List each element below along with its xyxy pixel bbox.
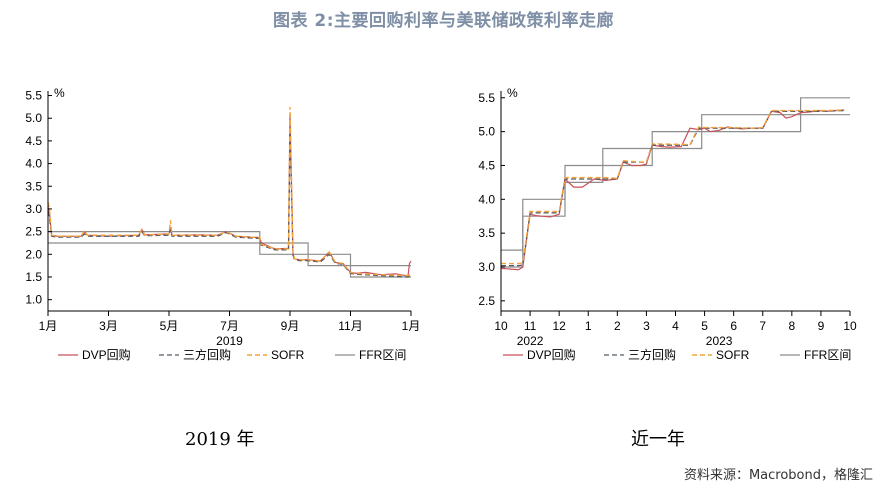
- page-title: 图表 2:主要回购利率与美联储政策利率走廊: [272, 11, 615, 31]
- y-tick-label: 1.5: [25, 270, 42, 284]
- x-tick-label: 5: [701, 319, 708, 333]
- series-sofr: [47, 106, 412, 277]
- legend-label-dvp: DVP回购: [82, 347, 131, 362]
- y-tick-label: 3.5: [478, 226, 495, 240]
- caption-2019: 2019 年: [185, 429, 255, 450]
- y-unit-label: %: [54, 86, 65, 100]
- y-tick-label: 2.5: [25, 225, 42, 239]
- y-tick-label: 1.0: [25, 293, 42, 307]
- ffr-band-lower: [48, 242, 411, 278]
- x-tick-label: 7: [759, 319, 766, 333]
- legend-label-sofr: SOFR: [271, 348, 305, 362]
- caption-recent-year: 近一年: [631, 429, 685, 450]
- x-year-label: 2023: [706, 334, 733, 348]
- ffr-band-lower: [501, 114, 850, 268]
- x-tick-label: 2: [614, 319, 621, 333]
- x-year-label: 2022: [517, 334, 544, 348]
- x-tick-label: 1月: [402, 319, 421, 333]
- x-tick-label: 12: [552, 319, 566, 333]
- x-tick-label: 5月: [160, 319, 179, 333]
- x-tick-label: 11月: [338, 319, 362, 333]
- y-tick-label: 4.0: [25, 157, 42, 171]
- x-tick-label: 9月: [281, 319, 300, 333]
- legend-label-sofr: SOFR: [716, 348, 750, 362]
- y-tick-label: 4.0: [478, 192, 495, 206]
- y-unit-label: %: [507, 86, 518, 100]
- y-tick-label: 2.5: [478, 294, 495, 308]
- x-tick-label: 10: [494, 319, 508, 333]
- x-tick-label: 8: [788, 319, 795, 333]
- chart-recent-year: 2.53.03.54.04.55.05.5 %10 11 12 1 2 3 4 5 6 7 8 9 102…: [478, 86, 857, 362]
- series-dvp: [500, 109, 845, 271]
- x-tick-label: 1: [585, 319, 592, 333]
- x-tick-label: 6: [730, 319, 737, 333]
- x-tick-label: 1月: [39, 319, 58, 333]
- ffr-band-upper: [501, 97, 850, 251]
- x-tick-label: 10: [843, 319, 857, 333]
- x-tick-label: 7月: [220, 319, 239, 333]
- ffr-band-upper: [48, 231, 411, 267]
- y-tick-label: 3.0: [25, 202, 42, 216]
- legend-label-tri: 三方回购: [183, 347, 231, 362]
- legend-label-ffr: FFR区间: [359, 348, 406, 362]
- chart-2019: 1.0 1.5 2.0 2.5 3.0 3.5 4.0 4.5 5.0 5.5 % 1月 3月 5月 7月 9…: [25, 86, 421, 362]
- series-tri: [47, 131, 412, 278]
- x-tick-label: 9: [818, 319, 825, 333]
- y-tick-label: 2.0: [25, 247, 42, 261]
- y-tick-label: 5.5: [478, 91, 495, 105]
- source-note: 资料来源：Macrobond，格隆汇: [683, 468, 873, 483]
- legend-label-dvp: DVP回购: [527, 347, 576, 362]
- y-tick-label: 3.0: [478, 260, 495, 274]
- y-tick-label: 4.5: [25, 134, 42, 148]
- y-tick-label: 5.0: [478, 125, 495, 139]
- y-tick-label: 4.5: [478, 158, 495, 172]
- x-tick-label: 11: [524, 319, 537, 333]
- x-year-label: 2019: [216, 334, 243, 348]
- series-dvp: [47, 113, 412, 277]
- legend-label-ffr: FFR区间: [804, 348, 851, 362]
- x-tick-label: 4: [672, 319, 679, 333]
- x-tick-label: 3月: [99, 319, 118, 333]
- y-tick-label: 5.5: [25, 89, 42, 103]
- legend-label-tri: 三方回购: [628, 347, 676, 362]
- series-tri: [501, 109, 845, 267]
- series-sofr: [501, 109, 845, 265]
- y-tick-label: 5.0: [25, 111, 42, 125]
- x-tick-label: 3: [643, 319, 650, 333]
- y-tick-label: 3.5: [25, 179, 42, 193]
